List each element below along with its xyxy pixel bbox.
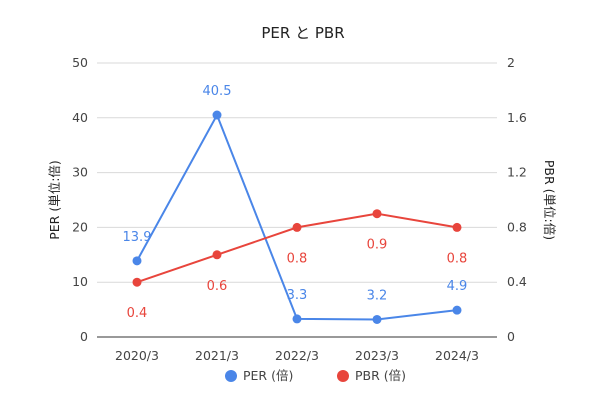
data-labels: 13.9 40.5 3.3 3.2 4.9 0.4 0.6 0.8 0.9 0.8 xyxy=(123,84,468,321)
data-point xyxy=(452,222,462,232)
y-right-tick-label: 1.2 xyxy=(507,165,527,180)
data-label: 40.5 xyxy=(203,84,232,99)
data-label: 3.2 xyxy=(367,288,388,303)
data-point xyxy=(292,222,302,232)
x-tick-label: 2023/3 xyxy=(355,348,399,363)
data-label: 0.9 xyxy=(367,238,388,253)
x-tick-label: 2021/3 xyxy=(195,348,239,363)
data-point xyxy=(132,256,142,266)
data-label: 0.8 xyxy=(447,251,468,266)
data-label: 0.6 xyxy=(207,279,228,294)
y-left-tick-label: 20 xyxy=(72,219,88,234)
data-label: 0.8 xyxy=(287,251,308,266)
x-tick-label: 2024/3 xyxy=(435,348,479,363)
data-label: 13.9 xyxy=(123,230,152,245)
axis-ticks: 0 0 10 0.4 20 0.8 30 1.2 40 1.6 50 2 2020/3 2021/3 202… xyxy=(72,55,527,363)
data-label: 0.4 xyxy=(127,306,148,321)
y-right-tick-label: 0 xyxy=(507,329,515,344)
legend-entry: PBR (倍) xyxy=(355,368,406,383)
x-tick-label: 2022/3 xyxy=(275,348,319,363)
y-right-tick-label: 0.8 xyxy=(507,219,527,234)
legend: PER (倍) PBR (倍) xyxy=(225,368,406,383)
chart-title: PER と PBR xyxy=(261,24,344,42)
y-right-tick-label: 2 xyxy=(507,55,515,70)
y-axis-left-label: PER (単位:倍) xyxy=(47,160,62,240)
legend-entry: PER (倍) xyxy=(243,368,293,383)
data-label: 4.9 xyxy=(447,279,468,294)
series xyxy=(132,110,462,324)
data-point xyxy=(452,305,462,315)
x-tick-label: 2020/3 xyxy=(115,348,159,363)
legend-marker xyxy=(337,370,349,382)
data-point xyxy=(212,250,222,260)
data-point xyxy=(212,110,222,120)
y-left-tick-label: 30 xyxy=(72,165,88,180)
data-label: 3.3 xyxy=(287,288,308,303)
y-left-tick-label: 10 xyxy=(72,274,88,289)
data-point xyxy=(132,277,142,287)
data-point xyxy=(372,209,382,219)
y-left-tick-label: 40 xyxy=(72,110,88,125)
legend-marker xyxy=(225,370,237,382)
data-point xyxy=(292,314,302,324)
y-axis-right-label: PBR (単位:倍) xyxy=(542,160,557,240)
y-right-tick-label: 0.4 xyxy=(507,274,527,289)
y-left-tick-label: 0 xyxy=(80,329,88,344)
data-point xyxy=(372,314,382,324)
y-right-tick-label: 1.6 xyxy=(507,110,527,125)
y-left-tick-label: 50 xyxy=(72,55,88,70)
